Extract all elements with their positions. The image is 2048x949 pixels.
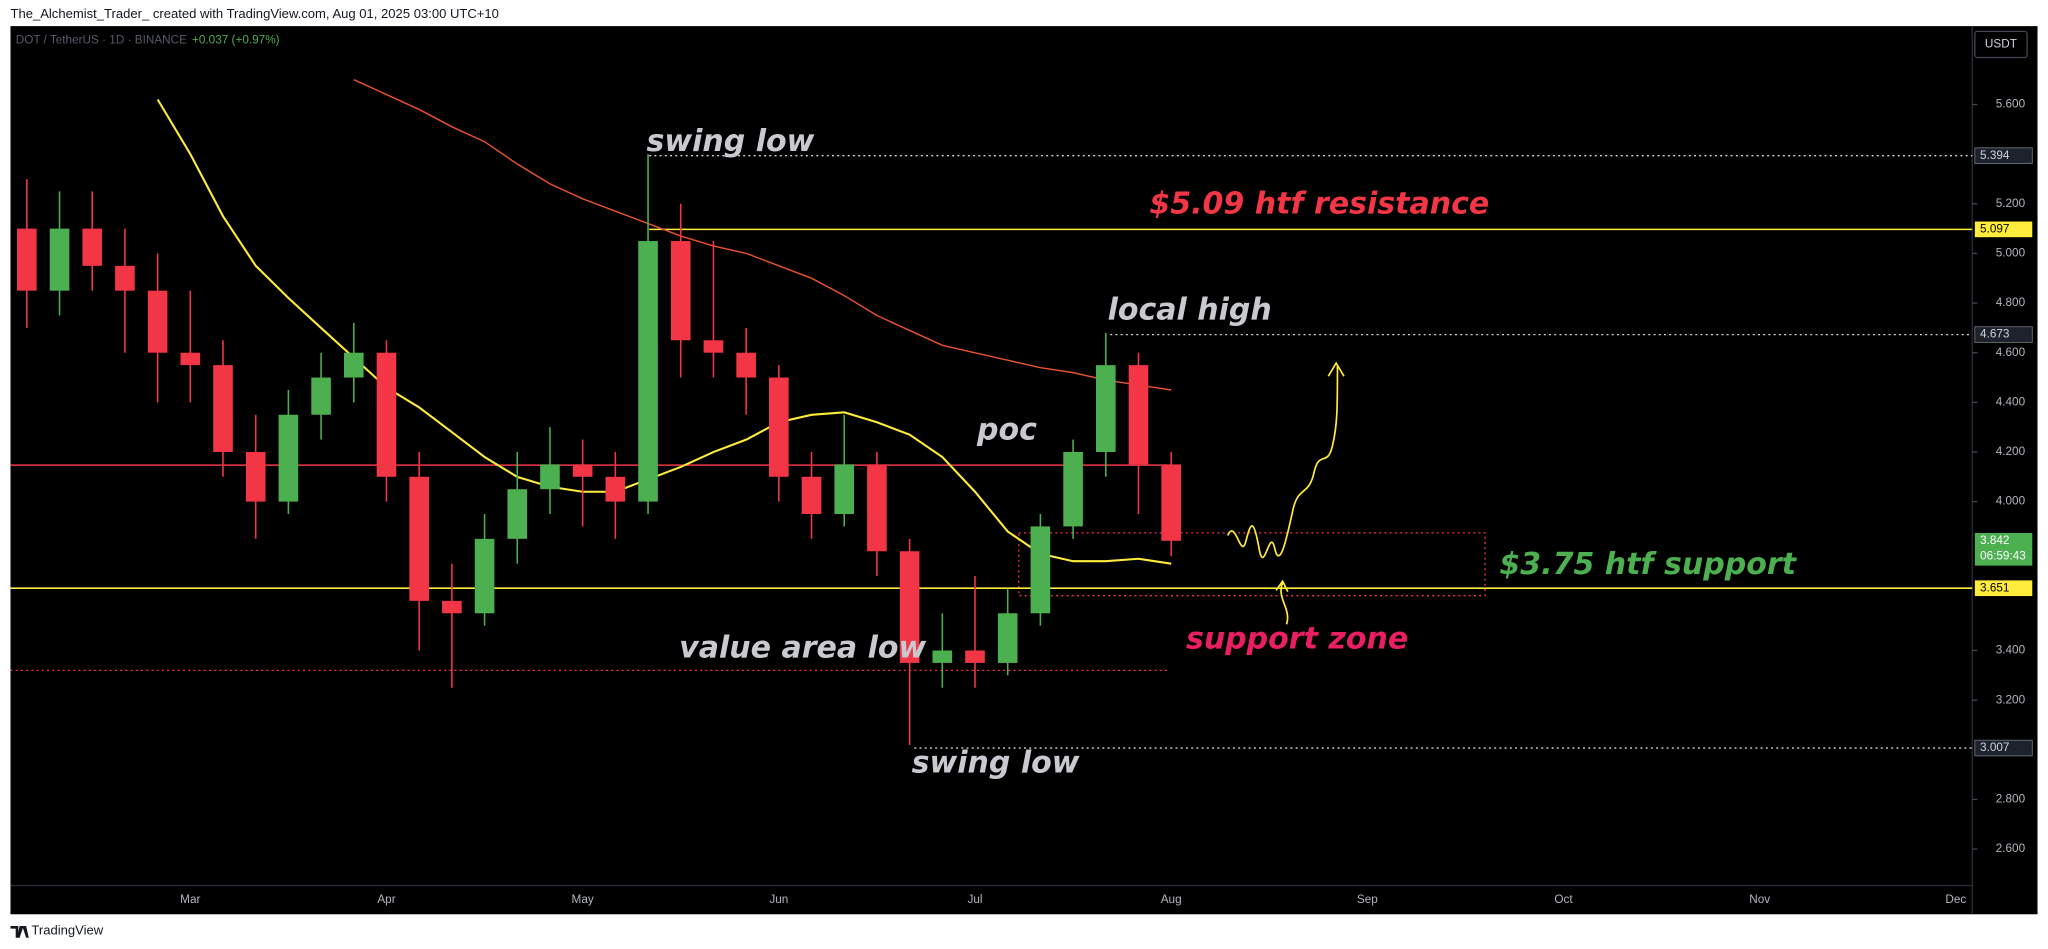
price-tag (1974, 739, 2033, 757)
y-tick-label: 3.200 (1996, 693, 2026, 706)
y-tick-label: 2.800 (1996, 793, 2026, 806)
annotation: support zone (1186, 621, 1408, 656)
candle-body (997, 613, 1018, 663)
overlay-layer (10, 79, 1973, 749)
annotation: swing low (912, 746, 1080, 781)
candle-body (605, 476, 626, 502)
support-zone (1018, 532, 1486, 597)
last-price-label: 3.842 (1980, 534, 2009, 547)
candle-body (1095, 365, 1116, 452)
x-tick-label: Dec (1945, 893, 1966, 906)
candle-body (49, 228, 70, 291)
price-tag-label: 5.097 (1980, 222, 2009, 235)
x-tick-label: Apr (377, 893, 395, 906)
candle-body (311, 377, 331, 415)
x-tick-label: Oct (1554, 893, 1573, 906)
x-tick-label: Aug (1161, 893, 1182, 906)
x-tick-label: Jul (967, 893, 982, 906)
footer-brand: TradingView (31, 923, 103, 938)
symbol-text: DOT / TetherUS · 1D · BINANCE (16, 34, 187, 47)
y-tick-label: 4.800 (1996, 296, 2026, 309)
y-tick-label: 4.000 (1996, 495, 2026, 508)
y-tick-label: 5.000 (1996, 247, 2026, 260)
candle-body (278, 414, 299, 502)
candle-body (899, 551, 920, 663)
x-tick-label: Mar (180, 893, 200, 906)
price-tag-label: 5.394 (1980, 149, 2010, 162)
annotation: $5.09 htf resistance (1149, 187, 1489, 222)
candle-body (245, 451, 266, 502)
annotation: poc (976, 413, 1037, 448)
drawn-arrows (1226, 361, 1345, 625)
candle-body (1063, 451, 1083, 527)
candle-body (1128, 365, 1149, 465)
footer-logo (10, 926, 29, 938)
candle-body (965, 650, 985, 663)
price-tag (1974, 326, 2033, 343)
chart-panel (10, 26, 2038, 915)
countdown-label: 06:59:43 (1980, 550, 2026, 563)
price-tag-label: 3.651 (1980, 581, 2009, 594)
annotation: swing low (647, 124, 815, 159)
x-tick-label: Sep (1357, 893, 1378, 906)
candle-body (638, 241, 658, 502)
y-tick-label: 5.200 (1996, 197, 2026, 210)
candle-body (213, 365, 233, 452)
candle-body (703, 340, 724, 353)
candle-body (442, 600, 462, 614)
change-text: +0.037 (+0.97%) (192, 34, 280, 47)
candle-body (82, 228, 103, 266)
candle-body (376, 352, 397, 477)
candle-body (670, 241, 691, 341)
currency-box[interactable] (1974, 30, 2028, 59)
y-tick-label: 4.200 (1996, 445, 2026, 458)
candle-body (1030, 526, 1051, 614)
y-tick-label: 5.600 (1996, 98, 2026, 111)
x-tick-label: May (572, 893, 594, 906)
candle-body (834, 464, 855, 515)
currency-label[interactable]: USDT (1985, 38, 2017, 51)
candle-body (147, 290, 168, 353)
candle-body (180, 352, 201, 366)
candle-body (409, 476, 429, 601)
candle-body (540, 464, 560, 490)
price-tag (1974, 580, 2033, 597)
candle-body (801, 476, 822, 515)
y-tick-label: 4.400 (1996, 395, 2026, 408)
last-price-tag (1974, 532, 2033, 566)
header-text: The_Alchemist_Trader_ created with Tradi… (10, 6, 498, 21)
x-tick-label: Jun (769, 893, 788, 906)
candle-body (507, 489, 528, 539)
y-tick-label: 3.400 (1996, 644, 2026, 657)
candle-body (343, 352, 364, 378)
candle-body (1161, 464, 1181, 541)
price-tag-label: 3.007 (1980, 741, 2009, 754)
moving-average (353, 79, 1172, 391)
y-tick-label: 2.600 (1996, 842, 2026, 855)
candle-body (115, 265, 135, 291)
y-tick-label: 4.600 (1996, 346, 2026, 359)
candle-body (736, 352, 756, 378)
x-tick-label: Nov (1749, 893, 1770, 906)
candle-body (769, 377, 789, 477)
annotation: value area low (679, 631, 926, 666)
price-tag (1974, 147, 2033, 164)
candle-body (474, 538, 495, 614)
candle-body (572, 464, 593, 477)
annotation: local high (1108, 292, 1272, 327)
candle-body (867, 464, 887, 552)
candle-body (932, 650, 953, 663)
annotation: $3.75 htf support (1499, 547, 1797, 582)
candle-body (17, 228, 37, 291)
price-tag-label: 4.673 (1980, 328, 2010, 341)
moving-average (156, 98, 1172, 565)
price-tag (1974, 221, 2033, 238)
